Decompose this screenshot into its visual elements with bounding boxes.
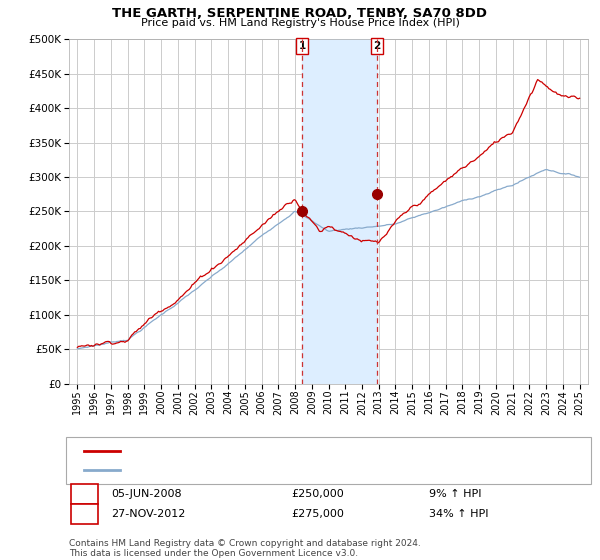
HPI: Average price, detached house, Pembrokeshire: (2e+03, 1.93e+05): Average price, detached house, Pembrokes… (240, 247, 247, 254)
THE GARTH, SERPENTINE ROAD, TENBY, SA70 8DD (detached house) (136, 325, 143, 332)
THE GARTH, SERPENTINE ROAD, TENBY, SA70 8DD (detached house) (576, 95, 583, 101)
Text: 05-JUN-2008: 05-JUN-2008 (111, 489, 182, 499)
THE GARTH, SERPENTINE ROAD, TENBY, SA70 8DD (detached house) (74, 344, 81, 351)
Text: 2: 2 (373, 41, 380, 51)
THE GARTH, SERPENTINE ROAD, TENBY, SA70 8DD (detached house) (293, 200, 301, 207)
Text: 27-NOV-2012: 27-NOV-2012 (111, 509, 185, 519)
HPI: Average price, detached house, Pembrokeshire: (2.01e+03, 2.03e+05): Average price, detached house, Pembrokes… (248, 240, 256, 247)
Text: 34% ↑ HPI: 34% ↑ HPI (429, 509, 488, 519)
Text: 2: 2 (80, 507, 88, 521)
Bar (302, 39, 377, 384)
Text: 1: 1 (298, 41, 305, 51)
THE GARTH, SERPENTINE ROAD, TENBY, SA70 8DD (detached house) (240, 239, 247, 246)
Text: 9% ↑ HPI: 9% ↑ HPI (429, 489, 482, 499)
HPI: Average price, detached house, Pembrokeshire: (2e+03, 1.72e+05): Average price, detached house, Pembrokes… (223, 262, 230, 268)
Text: Price paid vs. HM Land Registry's House Price Index (HPI): Price paid vs. HM Land Registry's House … (140, 18, 460, 29)
Line: HPI: Average price, detached house, Pembrokeshire: HPI: Average price, detached house, Pemb… (77, 170, 580, 349)
Text: £275,000: £275,000 (291, 509, 344, 519)
HPI: Average price, detached house, Pembrokeshire: (2.02e+03, 3.09e+05): Average price, detached house, Pembrokes… (550, 167, 557, 174)
Text: Contains HM Land Registry data © Crown copyright and database right 2024.
This d: Contains HM Land Registry data © Crown c… (69, 539, 421, 558)
Text: THE GARTH, SERPENTINE ROAD, TENBY, SA70 8DD: THE GARTH, SERPENTINE ROAD, TENBY, SA70 … (113, 7, 487, 20)
Text: THE GARTH, SERPENTINE ROAD, TENBY, SA70 8DD (detached house): THE GARTH, SERPENTINE ROAD, TENBY, SA70 … (126, 446, 484, 456)
THE GARTH, SERPENTINE ROAD, TENBY, SA70 8DD (detached house) (534, 76, 541, 83)
HPI: Average price, detached house, Pembrokeshire: (2.02e+03, 3e+05): Average price, detached house, Pembrokes… (576, 174, 583, 181)
THE GARTH, SERPENTINE ROAD, TENBY, SA70 8DD (detached house) (550, 88, 557, 95)
THE GARTH, SERPENTINE ROAD, TENBY, SA70 8DD (detached house) (248, 231, 256, 237)
THE GARTH, SERPENTINE ROAD, TENBY, SA70 8DD (detached house) (223, 254, 230, 260)
Text: 1: 1 (80, 487, 88, 501)
Line: THE GARTH, SERPENTINE ROAD, TENBY, SA70 8DD (detached house): THE GARTH, SERPENTINE ROAD, TENBY, SA70 … (77, 80, 580, 347)
HPI: Average price, detached house, Pembrokeshire: (2e+03, 5.06e+04): Average price, detached house, Pembrokes… (74, 346, 81, 352)
Text: £250,000: £250,000 (291, 489, 344, 499)
HPI: Average price, detached house, Pembrokeshire: (2e+03, 7.53e+04): Average price, detached house, Pembrokes… (136, 328, 143, 335)
HPI: Average price, detached house, Pembrokeshire: (2.01e+03, 2.49e+05): Average price, detached house, Pembrokes… (293, 209, 301, 216)
Text: HPI: Average price, detached house, Pembrokeshire: HPI: Average price, detached house, Pemb… (126, 465, 396, 475)
HPI: Average price, detached house, Pembrokeshire: (2.02e+03, 3.11e+05): Average price, detached house, Pembrokes… (542, 166, 550, 173)
